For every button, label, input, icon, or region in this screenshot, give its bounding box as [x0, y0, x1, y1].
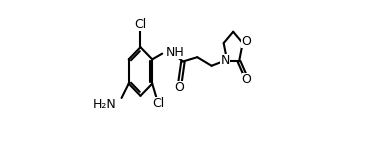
Text: O: O — [242, 73, 252, 86]
Text: O: O — [174, 82, 184, 94]
Text: Cl: Cl — [152, 97, 164, 110]
Text: O: O — [242, 35, 251, 48]
Text: NH: NH — [165, 46, 184, 59]
Text: N: N — [220, 54, 230, 66]
Text: Cl: Cl — [134, 18, 147, 31]
Text: H₂N: H₂N — [93, 98, 116, 111]
